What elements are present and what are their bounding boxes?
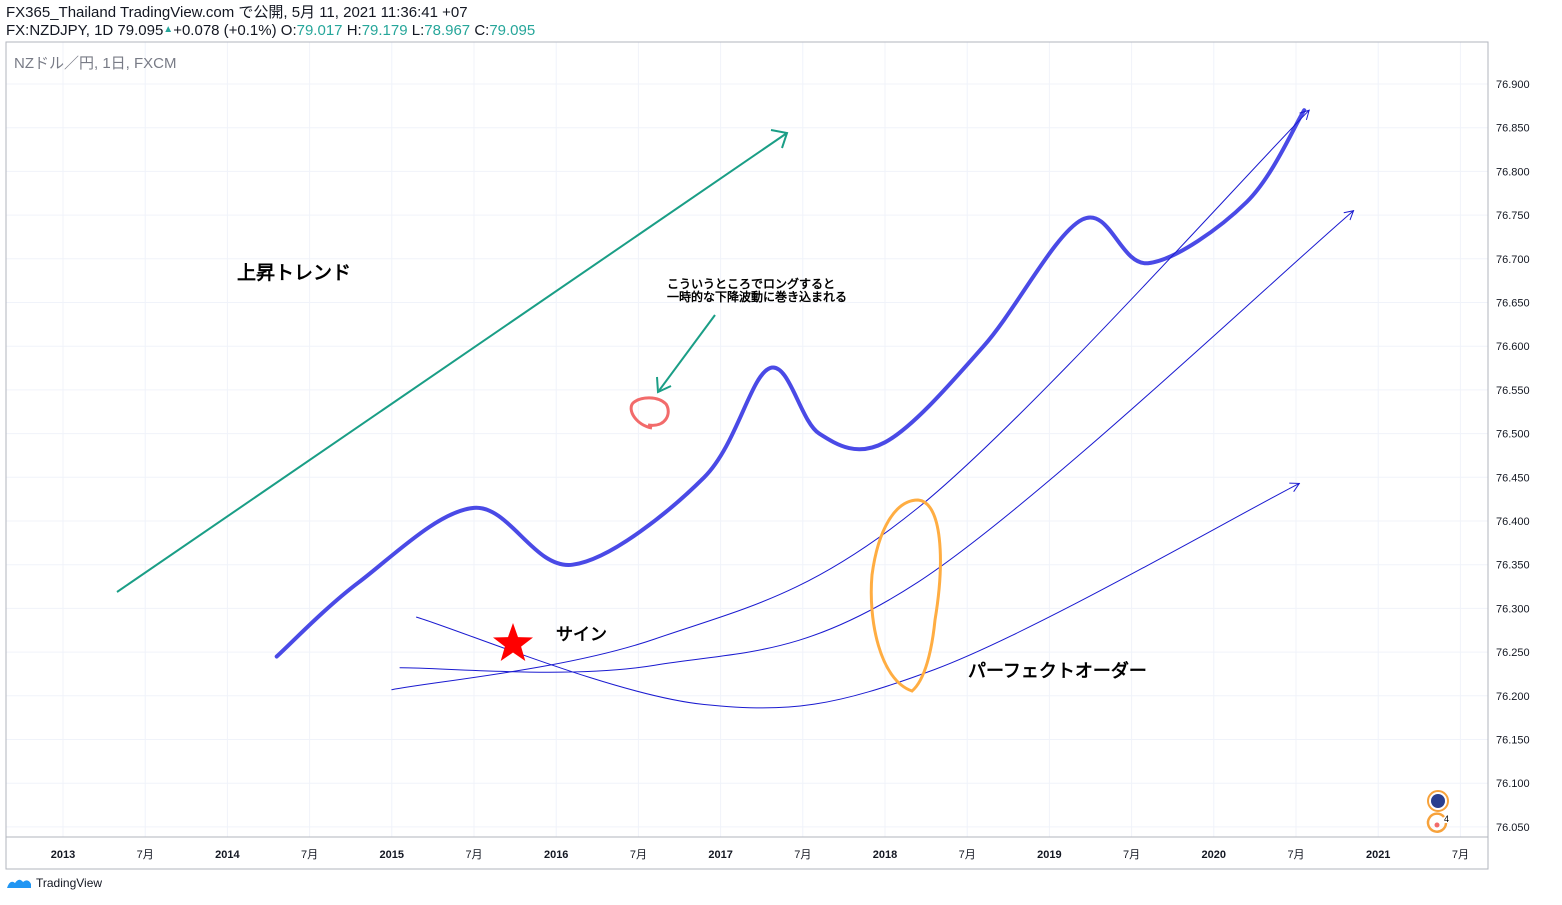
ohlc-line: FX:NZDJPY, 1D 79.095▲+0.078 (+0.1%) O:79… (6, 21, 535, 39)
x-tick-label: 7月 (1452, 849, 1469, 861)
y-tick-label: 76.400 (1496, 516, 1530, 528)
grid (6, 42, 1488, 837)
y-tick-label: 76.750 (1496, 210, 1530, 222)
chart-frame (5, 41, 1489, 870)
y-tick-label: 76.300 (1496, 603, 1530, 615)
close-value: 79.095 (489, 22, 536, 39)
open-value: 79.017 (296, 22, 343, 39)
x-tick-label: 2014 (215, 849, 240, 861)
flag-icon (1431, 794, 1445, 808)
moving-average-curve (416, 482, 1300, 709)
x-tick-label: 2020 (1202, 849, 1226, 861)
event-count: 4 (1444, 814, 1449, 824)
perfect-order-label: パーフェクトオーダー (968, 660, 1147, 681)
arrowhead-icon (1289, 482, 1301, 492)
symbol-info: FX:NZDJPY, 1D 79.095 (6, 22, 164, 39)
y-tick-label: 76.250 (1496, 647, 1530, 659)
tradingview-brand[interactable]: TradingView (6, 876, 102, 890)
event-count-icon[interactable] (1426, 812, 1448, 833)
high-label: H: (346, 22, 362, 39)
x-tick-label: 7月 (959, 849, 976, 861)
y-tick-label: 76.050 (1496, 822, 1530, 834)
y-tick-label: 76.600 (1496, 341, 1530, 353)
tradingview-logo-icon (7, 879, 31, 888)
x-tick-label: 7月 (301, 849, 318, 861)
x-tick-label: 7月 (137, 849, 154, 861)
moving-average-curve (391, 109, 1310, 691)
event-markers[interactable]: 4 (1426, 790, 1449, 833)
moving-average-curve (399, 210, 1354, 673)
y-tick-label: 76.850 (1496, 123, 1530, 135)
drawings (116, 129, 942, 693)
uptrend-label: 上昇トレンド (237, 262, 351, 284)
x-tick-label: 2016 (544, 849, 568, 861)
low-value: 78.967 (424, 22, 471, 39)
star-icon (493, 623, 533, 661)
sign-label: サイン (556, 625, 607, 644)
y-tick-label: 76.100 (1496, 778, 1530, 790)
y-tick-label: 76.150 (1496, 735, 1530, 747)
price-change: +0.078 (+0.1%) (173, 22, 277, 39)
x-tick-label: 2018 (873, 849, 897, 861)
y-tick-label: 76.550 (1496, 385, 1530, 397)
publish-info: FX365_Thailand TradingView.com で公開, 5月 1… (6, 4, 468, 21)
note-line2: 一時的な下降波動に巻き込まれる (667, 289, 847, 304)
y-tick-label: 76.800 (1496, 166, 1530, 178)
event-dot-icon (1434, 822, 1440, 828)
high-value: 79.179 (361, 22, 408, 39)
y-tick-label: 76.900 (1496, 79, 1530, 91)
y-tick-label: 76.450 (1496, 472, 1530, 484)
chart-title: NZドル／円, 1日, FXCM (14, 55, 177, 72)
change-up-icon: ▲ (163, 24, 174, 35)
y-tick-label: 76.700 (1496, 254, 1530, 266)
brand-label: TradingView (36, 876, 103, 890)
note-line1: こういうところでロングすると (667, 276, 835, 291)
x-tick-label: 7月 (630, 849, 647, 861)
price-curve (274, 108, 1307, 659)
x-tick-label: 7月 (465, 849, 482, 861)
arrowhead-icon (1299, 109, 1310, 120)
note-arrowhead-icon (656, 376, 672, 394)
time-axis[interactable]: 2013 7月 2014 7月 2015 7月 2016 7月 2017 7月 2018 7月 2019… (51, 849, 1469, 861)
x-tick-label: 2017 (708, 849, 732, 861)
uptrend-arrowhead-icon (770, 129, 789, 149)
y-tick-label: 76.350 (1496, 560, 1530, 572)
x-tick-label: 2019 (1037, 849, 1061, 861)
close-label: C: (474, 22, 490, 39)
annotation-labels: 上昇トレンド こういうところでロングすると 一時的な下降波動に巻き込まれる サイ… (237, 262, 1147, 681)
low-label: L: (411, 22, 425, 39)
y-tick-label: 76.650 (1496, 298, 1530, 310)
x-tick-label: 7月 (1287, 849, 1304, 861)
entry-circle (629, 396, 670, 430)
chart-header: FX365_Thailand TradingView.com で公開, 5月 1… (6, 4, 535, 39)
x-tick-label: 7月 (794, 849, 811, 861)
uptrend-arrow (116, 132, 788, 593)
price-axis[interactable]: 76.900 76.850 76.800 76.750 76.700 76.650 76.6… (1496, 79, 1530, 834)
x-tick-label: 7月 (1123, 849, 1140, 861)
perfect-order-ellipse (869, 498, 942, 693)
y-tick-label: 76.500 (1496, 429, 1530, 441)
y-tick-label: 76.200 (1496, 691, 1530, 703)
arrowhead-icon (1343, 210, 1355, 221)
x-tick-label: 2013 (51, 849, 75, 861)
x-tick-label: 2015 (380, 849, 404, 861)
note-arrow (657, 314, 716, 393)
x-tick-label: 2021 (1366, 849, 1390, 861)
open-label: O: (280, 22, 297, 39)
series-layer (274, 108, 1355, 709)
